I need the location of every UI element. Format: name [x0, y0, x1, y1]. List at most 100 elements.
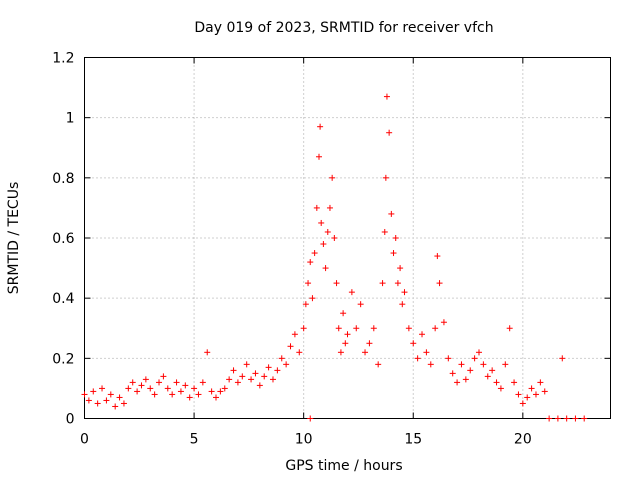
data-point [138, 382, 145, 389]
data-point [410, 340, 417, 347]
data-point [226, 376, 233, 383]
data-point [401, 289, 408, 296]
data-point [414, 355, 421, 362]
data-point [337, 349, 344, 356]
data-point [449, 370, 456, 377]
data-point [366, 340, 373, 347]
data-point [256, 382, 263, 389]
data-point [419, 331, 426, 338]
data-point [156, 379, 163, 386]
data-point [125, 385, 132, 392]
data-point [559, 355, 566, 362]
data-point [541, 388, 548, 395]
data-point [399, 301, 406, 308]
data-point [348, 289, 355, 296]
y-tick-label: 0.8 [52, 171, 74, 187]
data-point [234, 379, 241, 386]
data-point [94, 400, 101, 407]
data-point [182, 382, 189, 389]
data-point [493, 379, 500, 386]
data-point [390, 250, 397, 257]
data-point [204, 349, 211, 356]
data-point [427, 361, 434, 368]
data-point [563, 415, 570, 422]
data-point [386, 129, 393, 136]
plot-frame [84, 57, 611, 419]
data-point [340, 310, 347, 317]
data-point [357, 301, 364, 308]
data-point [344, 331, 351, 338]
data-point [309, 295, 316, 302]
data-point [129, 379, 136, 386]
data-point [362, 349, 369, 356]
data-point [287, 343, 294, 350]
data-point [252, 370, 259, 377]
data-point [208, 388, 215, 395]
data-points [81, 93, 588, 422]
y-tick-label: 0.2 [52, 351, 74, 367]
data-point [278, 355, 285, 362]
data-point [169, 391, 176, 398]
data-point [524, 394, 531, 401]
data-point [151, 391, 158, 398]
y-tick-label: 1.2 [52, 51, 74, 67]
y-tick-label: 1 [66, 111, 75, 127]
data-point [480, 361, 487, 368]
data-point [423, 349, 430, 356]
data-point [147, 385, 154, 392]
data-point [581, 415, 588, 422]
x-tick-label: 15 [404, 432, 422, 448]
data-point [305, 280, 312, 287]
data-point [99, 385, 106, 392]
data-point [383, 93, 390, 100]
data-point [471, 355, 478, 362]
data-point [243, 361, 250, 368]
data-point [445, 355, 452, 362]
data-point [502, 361, 509, 368]
axis-ticks [84, 57, 611, 419]
data-point [177, 388, 184, 395]
data-point [107, 391, 114, 398]
data-point [335, 325, 342, 332]
data-point [331, 235, 338, 241]
data-point [382, 174, 389, 181]
data-point [160, 373, 167, 380]
data-point [313, 204, 320, 211]
data-point [484, 373, 491, 380]
data-point [489, 367, 496, 374]
data-point [342, 340, 349, 347]
data-point [186, 394, 193, 401]
data-point [434, 253, 441, 260]
data-point [511, 379, 518, 386]
data-point [554, 415, 561, 422]
data-point [85, 397, 92, 404]
data-point [322, 265, 329, 272]
data-point [326, 204, 333, 211]
data-point [302, 301, 309, 308]
data-point [199, 379, 206, 386]
x-tick-label: 5 [190, 432, 199, 448]
data-point [142, 376, 149, 383]
data-point [432, 325, 439, 332]
data-point [173, 379, 180, 386]
data-point [476, 349, 482, 356]
data-point [353, 325, 360, 332]
data-point [239, 373, 246, 380]
data-point [261, 373, 268, 380]
data-point [436, 280, 443, 287]
data-point [317, 123, 324, 130]
data-point [221, 385, 228, 392]
data-point [381, 228, 388, 235]
data-point [454, 379, 461, 386]
data-point [375, 361, 382, 368]
data-point [112, 403, 119, 410]
x-tick-label: 20 [514, 432, 532, 448]
data-point [440, 319, 447, 326]
tick-labels: 0 0.2 0.4 0.6 0.8 1 1.2 0 5 10 15 20 [52, 51, 532, 448]
data-point [103, 397, 110, 404]
data-point [537, 379, 544, 386]
data-point [265, 364, 272, 371]
data-point [388, 210, 395, 217]
data-point [307, 415, 314, 422]
